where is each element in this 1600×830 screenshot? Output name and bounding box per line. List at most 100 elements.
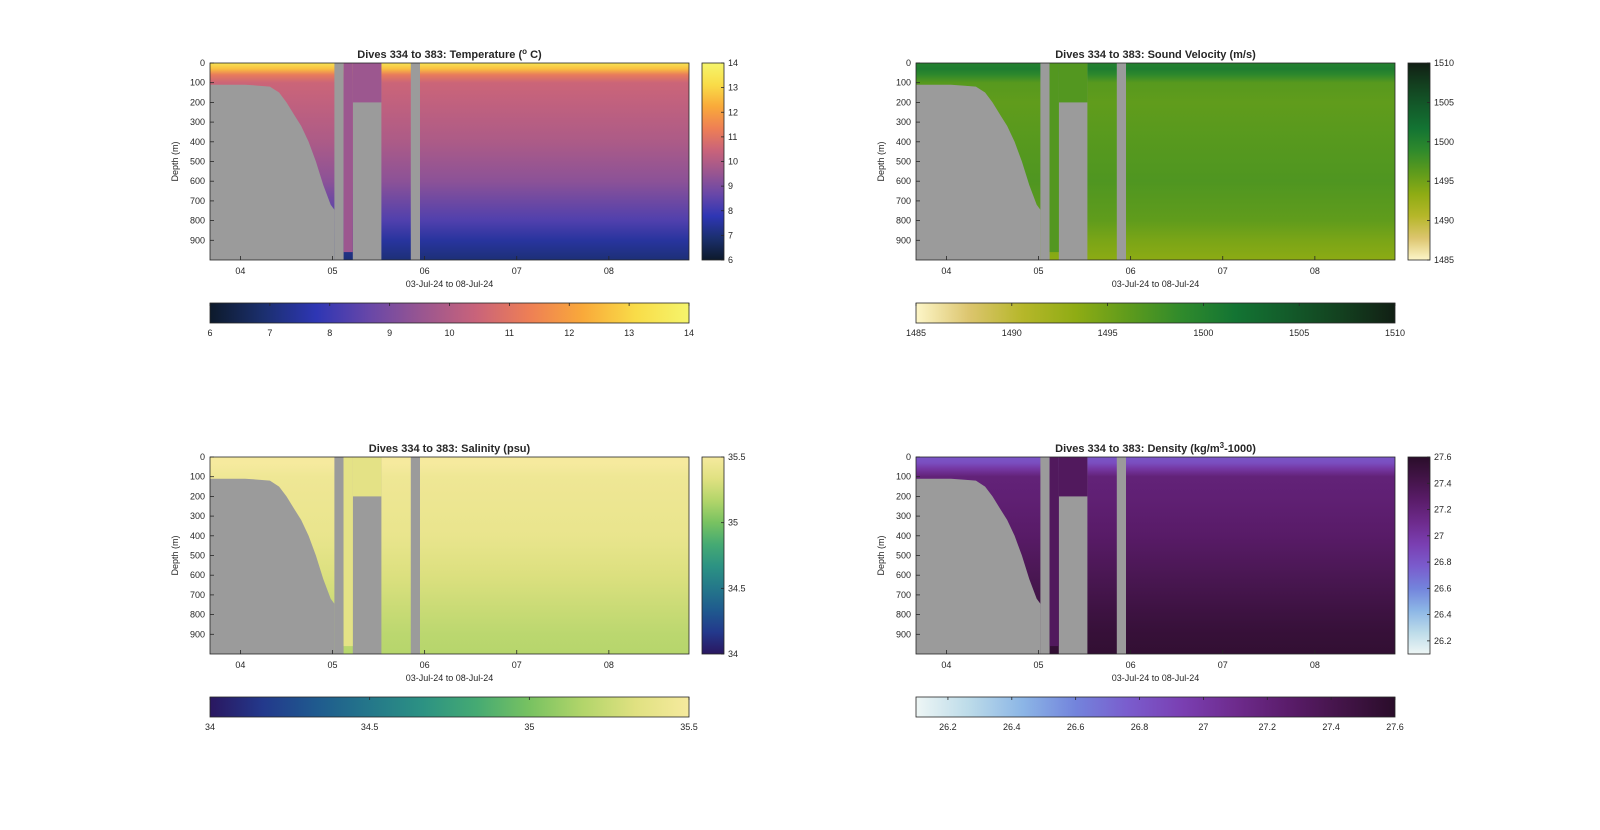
y-tick-label: 100 <box>190 472 205 482</box>
panel-sound_velocity: Dives 334 to 383: Sound Velocity (m/s) 0 1… <box>876 49 1454 338</box>
y-tick-label: 400 <box>896 531 911 541</box>
y-tick-label: 700 <box>896 590 911 600</box>
colorbar-horizontal <box>915 696 1396 718</box>
x-tick-label: 05 <box>1034 266 1044 276</box>
x-tick-label: 07 <box>512 660 522 670</box>
colorbar-h-tick-label: 7 <box>267 328 272 338</box>
y-tick-label: 700 <box>896 196 911 206</box>
x-tick-label: 05 <box>328 660 338 670</box>
x-tick-label: 06 <box>420 660 430 670</box>
y-tick-label: 800 <box>190 610 205 620</box>
x-tick-label: 07 <box>1218 660 1228 670</box>
colorbar-vertical <box>701 456 725 655</box>
missing-data-column <box>1040 457 1050 654</box>
y-tick-label: 500 <box>896 157 911 167</box>
colorbar-h-tick-label: 1500 <box>1193 328 1213 338</box>
y-axis-label: Depth (m) <box>876 141 886 181</box>
colorbar-h-tick-label: 1505 <box>1289 328 1309 338</box>
cast-block <box>352 457 382 497</box>
colorbar-tick-label: 1505 <box>1434 97 1454 107</box>
colorbar-tick-label: 10 <box>728 157 738 167</box>
missing-data-column <box>410 63 420 260</box>
y-tick-label: 700 <box>190 590 205 600</box>
y-tick-label: 800 <box>896 216 911 226</box>
colorbar-tick-label: 26.8 <box>1434 557 1452 567</box>
x-tick-label: 08 <box>604 660 614 670</box>
y-tick-label: 200 <box>190 491 205 501</box>
y-tick-label: 200 <box>896 97 911 107</box>
colorbar-h-tick-label: 26.4 <box>1003 722 1021 732</box>
colorbar-tick-label: 34 <box>728 649 738 659</box>
x-axis-label: 03-Jul-24 to 08-Jul-24 <box>1112 279 1200 289</box>
cast-block <box>1049 457 1059 647</box>
y-tick-label: 500 <box>896 551 911 561</box>
colorbar-h-tick-label: 35 <box>524 722 534 732</box>
y-tick-label: 0 <box>200 58 205 68</box>
panel-temperature: Dives 334 to 383: Temperature (o C) 0 100 2… <box>170 47 738 338</box>
colorbar-h-tick-label: 26.2 <box>939 722 957 732</box>
y-tick-label: 100 <box>896 78 911 88</box>
colorbar-horizontal <box>915 302 1396 324</box>
colorbar-tick-label: 13 <box>728 83 738 93</box>
colorbar-h-tick-label: 8 <box>327 328 332 338</box>
x-tick-label: 08 <box>1310 266 1320 276</box>
x-tick-label: 04 <box>941 660 951 670</box>
colorbar-vertical <box>701 62 725 261</box>
colorbar-tick-label: 14 <box>728 58 738 68</box>
colorbar-h-tick-label: 14 <box>684 328 694 338</box>
y-tick-label: 100 <box>190 78 205 88</box>
cast-block <box>1049 63 1059 253</box>
missing-data-region <box>916 478 1041 654</box>
colorbar-tick-label: 9 <box>728 181 733 191</box>
x-tick-label: 04 <box>235 266 245 276</box>
missing-data-column <box>334 63 344 260</box>
colorbar-tick-label: 1485 <box>1434 255 1454 265</box>
colorbar-vertical <box>1407 62 1431 261</box>
x-tick-label: 08 <box>604 266 614 276</box>
colorbar-horizontal <box>209 696 690 718</box>
y-tick-label: 900 <box>896 235 911 245</box>
colorbar-h-tick-label: 12 <box>564 328 574 338</box>
colorbar-tick-label: 35.5 <box>728 452 746 462</box>
y-tick-label: 0 <box>200 452 205 462</box>
missing-data-column <box>1040 63 1050 260</box>
y-tick-label: 0 <box>906 452 911 462</box>
y-tick-label: 300 <box>896 117 911 127</box>
colorbar-h-tick-label: 6 <box>207 328 212 338</box>
colorbar-tick-label: 7 <box>728 230 733 240</box>
colorbar-h-tick-label: 1495 <box>1098 328 1118 338</box>
y-tick-label: 300 <box>190 511 205 521</box>
y-tick-label: 800 <box>896 610 911 620</box>
x-tick-label: 05 <box>328 266 338 276</box>
y-tick-label: 200 <box>190 97 205 107</box>
y-tick-label: 100 <box>896 472 911 482</box>
x-tick-label: 04 <box>235 660 245 670</box>
x-axis-label: 03-Jul-24 to 08-Jul-24 <box>1112 673 1200 683</box>
chart-title: Dives 334 to 383: Salinity (psu) <box>369 443 531 455</box>
colorbar-tick-label: 1510 <box>1434 58 1454 68</box>
y-axis-label: Depth (m) <box>876 535 886 575</box>
colorbar-h-tick-label: 35.5 <box>680 722 698 732</box>
colorbar-h-tick-label: 26.8 <box>1131 722 1149 732</box>
y-tick-label: 600 <box>896 176 911 186</box>
x-tick-label: 07 <box>512 266 522 276</box>
colorbar-h-tick-label: 9 <box>387 328 392 338</box>
y-axis-label: Depth (m) <box>170 535 180 575</box>
y-tick-label: 600 <box>190 570 205 580</box>
colorbar-h-tick-label: 27.6 <box>1386 722 1404 732</box>
missing-data-region <box>210 84 335 260</box>
x-tick-label: 08 <box>1310 660 1320 670</box>
colorbar-h-tick-label: 10 <box>444 328 454 338</box>
cast-block <box>343 63 353 253</box>
colorbar-h-tick-label: 13 <box>624 328 634 338</box>
x-tick-label: 06 <box>1126 660 1136 670</box>
missing-data-column <box>1116 457 1126 654</box>
panel-density: Dives 334 to 383: Density (kg/m3-1000) 0 1… <box>876 441 1452 732</box>
colorbar-tick-label: 11 <box>728 132 737 142</box>
x-tick-label: 04 <box>941 266 951 276</box>
missing-data-region <box>210 478 335 654</box>
y-tick-label: 500 <box>190 157 205 167</box>
y-tick-label: 900 <box>896 629 911 639</box>
panel-salinity: Dives 334 to 383: Salinity (psu) 0 100 200 3… <box>170 443 746 732</box>
